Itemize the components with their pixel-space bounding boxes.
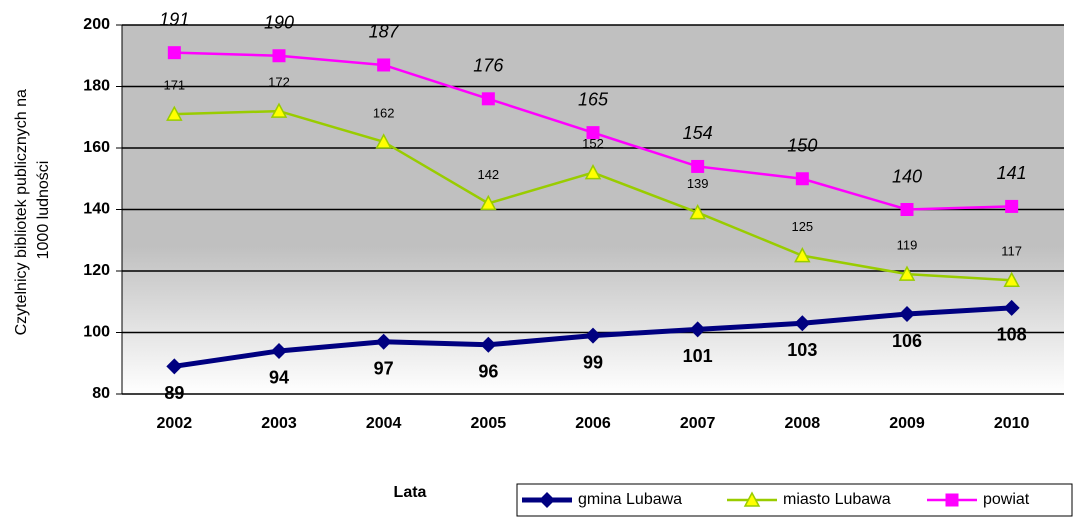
data-label: 106 (892, 331, 922, 351)
data-label: 97 (374, 358, 394, 378)
data-label: 99 (583, 352, 603, 372)
data-label: 162 (373, 105, 395, 120)
data-point (900, 203, 914, 216)
data-point (480, 194, 497, 211)
y-axis-title-line: 1000 ludności (35, 161, 52, 260)
data-point (585, 327, 601, 344)
data-label: 117 (1001, 244, 1022, 259)
data-label: 101 (683, 346, 713, 366)
data-point (898, 265, 916, 281)
y-axis-title-line: Czytelnicy bibliotek publicznych na (13, 89, 30, 335)
x-tick-label: 2002 (157, 415, 193, 432)
data-point (691, 159, 705, 173)
data-point (794, 247, 811, 263)
data-point (689, 321, 706, 338)
legend-marker (743, 491, 761, 507)
y-tick-label: 120 (83, 262, 110, 279)
data-point (1003, 271, 1020, 287)
legend-marker (945, 493, 959, 507)
data-point (586, 126, 600, 140)
data-label: 96 (478, 362, 498, 382)
y-tick-label: 100 (83, 324, 110, 341)
x-tick-label: 2007 (680, 415, 716, 432)
y-axis-title: Czytelnicy bibliotek publicznych na 1000… (13, 85, 52, 336)
y-tick-label: 160 (83, 139, 110, 156)
data-point (794, 315, 811, 332)
x-tick-label: 2003 (261, 415, 297, 432)
data-label: 165 (578, 89, 609, 109)
legend-label: gmina Lubawa (578, 491, 682, 508)
x-tick-label: 2008 (785, 415, 821, 432)
data-point (166, 105, 183, 121)
data-point (481, 92, 495, 106)
data-label: 191 (159, 9, 189, 29)
data-point (166, 358, 183, 375)
data-point (899, 306, 915, 323)
y-tick-label: 180 (83, 78, 110, 95)
data-point (689, 203, 706, 220)
data-label: 141 (997, 163, 1027, 183)
x-tick-label: 2005 (471, 415, 507, 432)
data-label: 172 (268, 75, 290, 90)
data-point (375, 333, 392, 350)
legend-label: miasto Lubawa (783, 491, 891, 508)
x-axis-title: Lata (394, 484, 427, 501)
y-tick-label: 200 (83, 16, 110, 33)
data-label: 119 (897, 238, 918, 253)
data-label: 139 (687, 176, 709, 191)
data-point (271, 342, 287, 359)
data-point (795, 172, 809, 186)
data-label: 187 (369, 22, 400, 42)
legend-label: powiat (983, 491, 1030, 508)
data-label: 150 (787, 136, 817, 156)
data-label: 171 (163, 78, 185, 93)
data-point (1005, 199, 1019, 213)
data-label: 176 (473, 56, 504, 76)
x-tick-label: 2004 (366, 415, 402, 432)
data-label: 140 (892, 166, 922, 186)
data-label: 190 (264, 13, 294, 33)
y-tick-label: 140 (83, 201, 110, 218)
data-label: 125 (791, 219, 813, 234)
data-point (480, 336, 497, 353)
data-label: 89 (164, 383, 184, 403)
data-label: 154 (683, 123, 713, 143)
x-tick-label: 2010 (994, 415, 1030, 432)
data-label: 103 (787, 340, 817, 360)
data-point (377, 58, 391, 72)
data-label: 142 (477, 167, 499, 182)
data-point (270, 102, 288, 118)
data-point (584, 164, 602, 180)
data-point (375, 133, 392, 149)
data-label: 152 (582, 136, 604, 151)
data-point (1003, 299, 1020, 316)
data-point (272, 49, 286, 63)
y-tick-label: 80 (92, 385, 110, 402)
data-point (167, 46, 181, 60)
legend-marker (539, 492, 555, 508)
x-tick-label: 2006 (575, 415, 611, 432)
x-tick-label: 2009 (889, 415, 925, 432)
legend (516, 483, 1073, 517)
data-label: 108 (997, 325, 1027, 345)
data-label: 94 (269, 368, 289, 388)
